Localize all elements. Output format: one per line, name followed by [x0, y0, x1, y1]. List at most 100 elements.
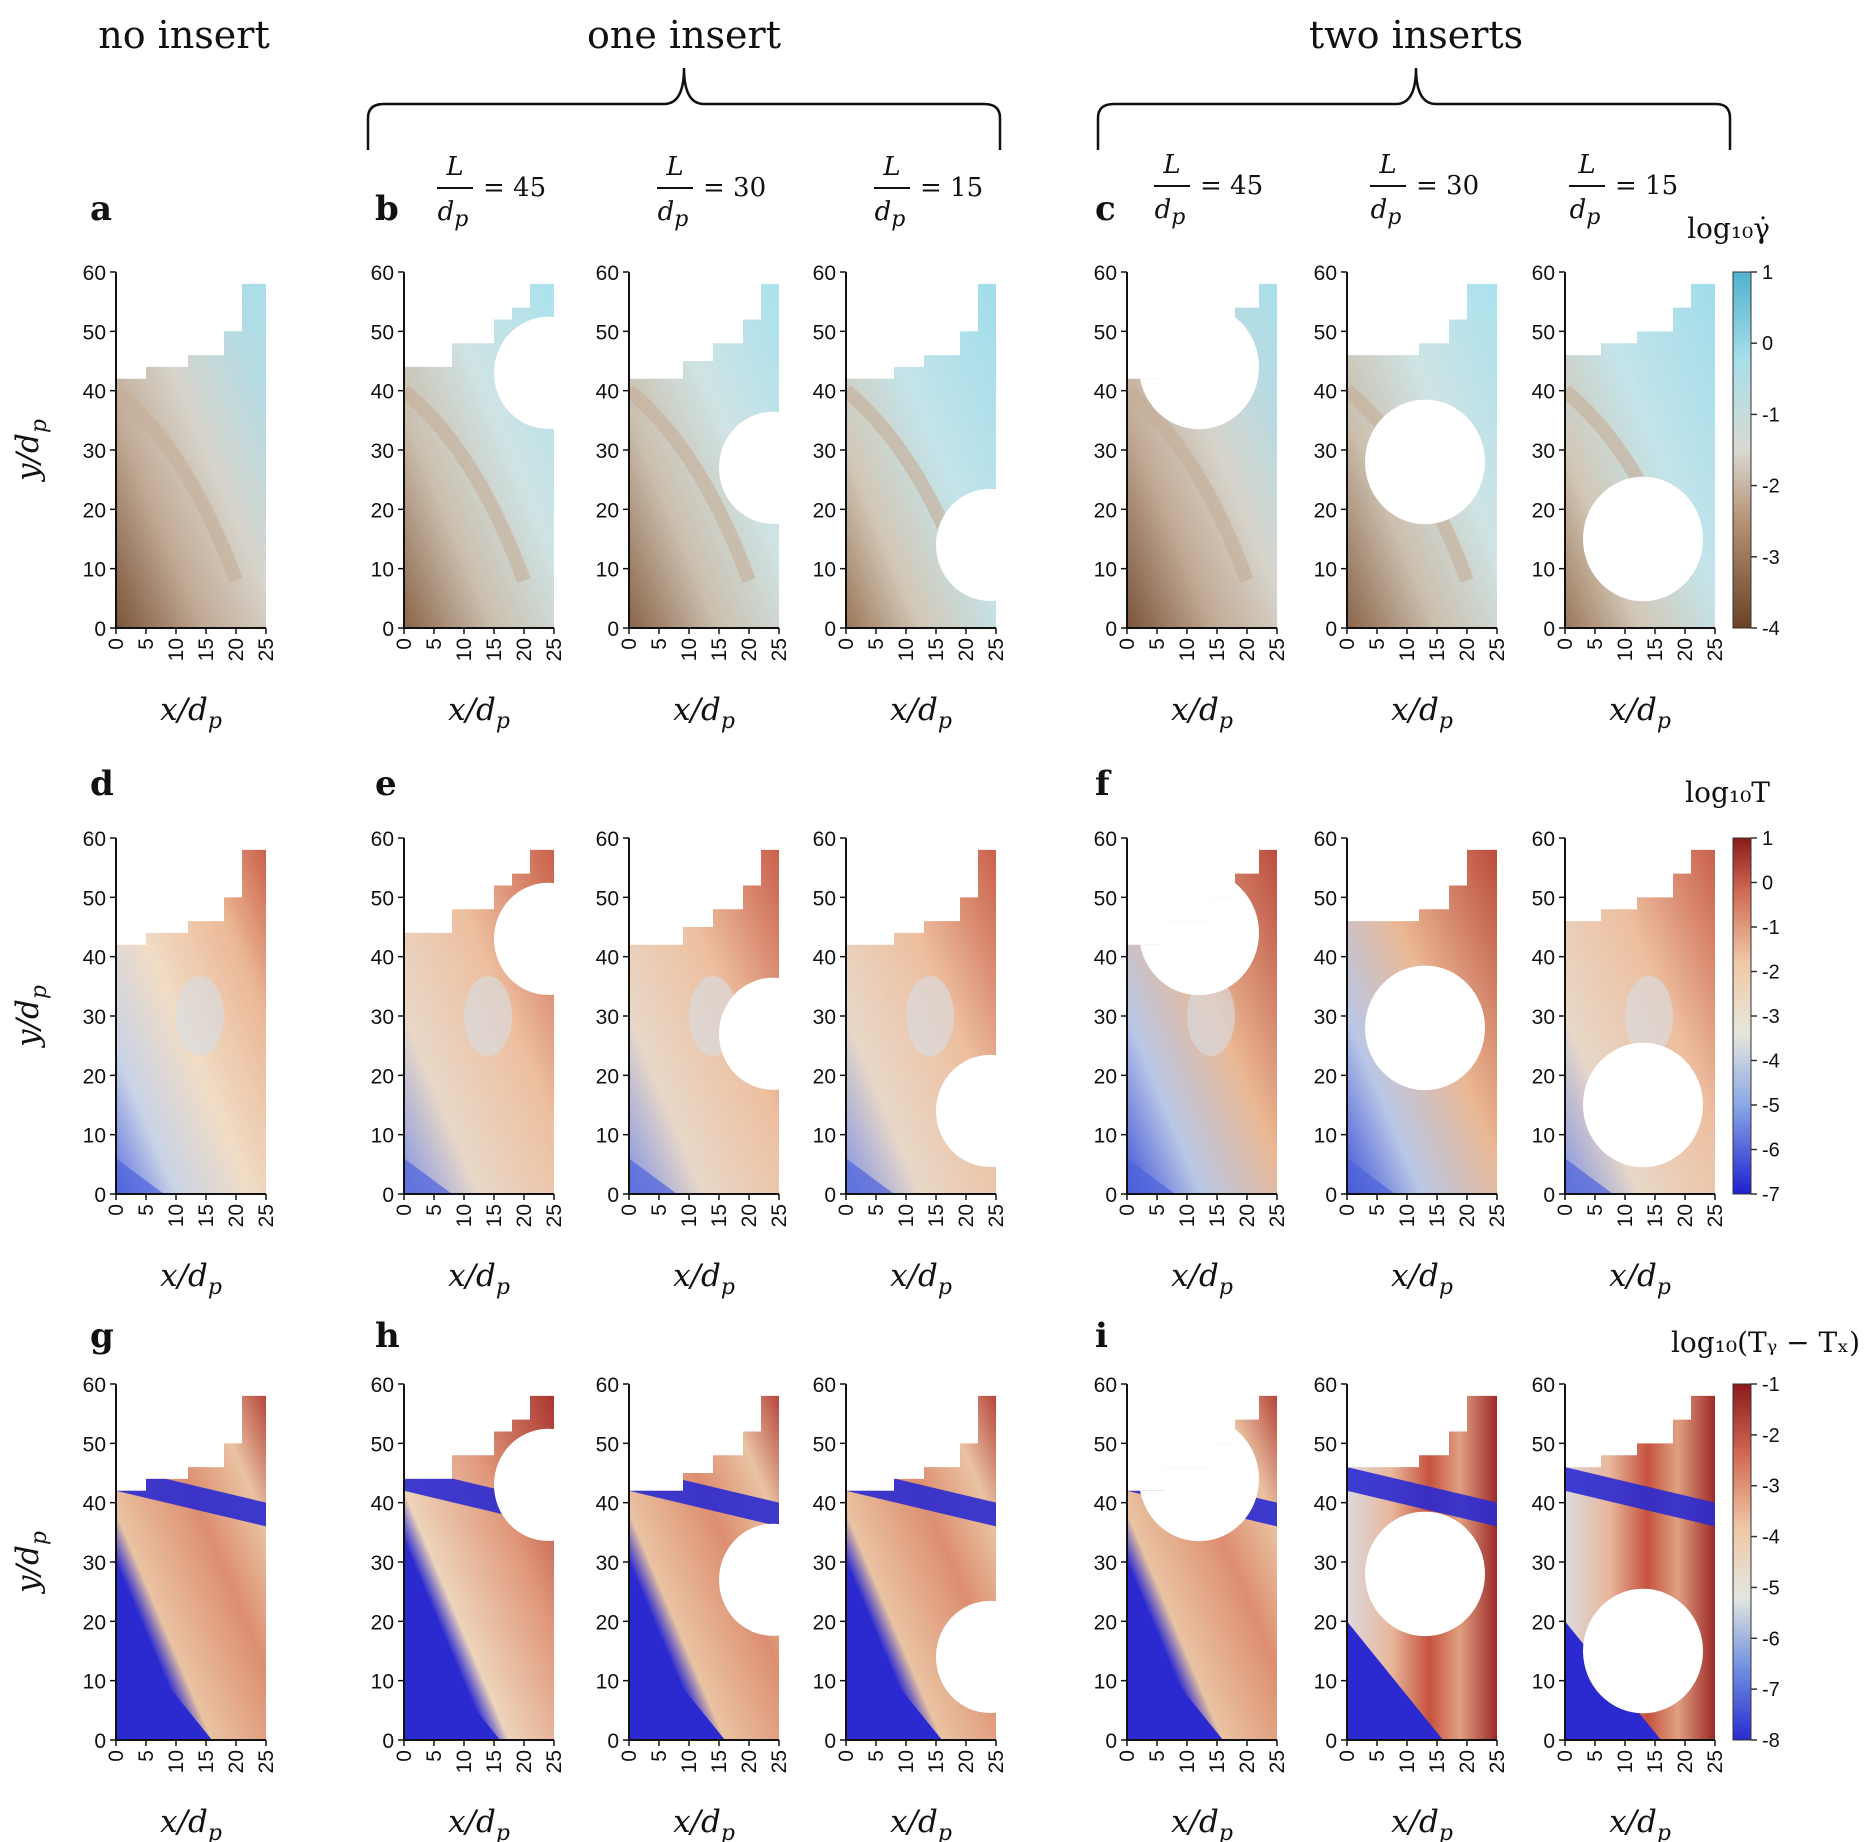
x-tick-label: 25	[1486, 1750, 1509, 1773]
x-tick-label: 20	[1236, 1750, 1259, 1773]
x-tick-label: 15	[1206, 1750, 1229, 1773]
x-tick-label: 10	[165, 638, 188, 661]
x-tick-label: 5	[1366, 638, 1389, 650]
ratio-value: = 45	[1200, 171, 1263, 201]
y-tick-label: 0	[382, 1730, 394, 1753]
x-tick-label: 5	[865, 1750, 888, 1762]
y-tick-label: 10	[1314, 1671, 1337, 1694]
x-tick-label: 15	[708, 1750, 731, 1773]
y-tick-label: 30	[371, 1006, 394, 1029]
x-tick-label: 0	[1554, 638, 1577, 650]
x-tick-label: 15	[925, 1750, 948, 1773]
x-tick-label: 25	[1266, 638, 1289, 661]
y-tick-label: 60	[371, 1374, 394, 1397]
y-tick-label: 20	[1532, 499, 1555, 522]
insert-circle	[494, 316, 554, 429]
x-tick-label: 25	[768, 1204, 791, 1227]
x-tick-label: 15	[195, 1750, 218, 1773]
x-tick-label: 10	[895, 1750, 918, 1773]
colorbar-tick-label: -4	[1762, 1051, 1780, 1073]
x-tick-label: 20	[513, 1204, 536, 1227]
x-tick-label: 0	[1336, 1750, 1359, 1762]
x-tick-label: 0	[835, 1750, 858, 1762]
y-tick-label: 30	[1094, 440, 1117, 463]
ratio-value: = 30	[703, 173, 766, 203]
x-tick-label: 5	[135, 1750, 158, 1762]
y-tick-label: 50	[1532, 887, 1555, 910]
x-tick-label: 10	[1396, 638, 1419, 661]
y-tick-label: 40	[1314, 381, 1337, 404]
panel-letter-b: b	[375, 189, 399, 229]
x-tick-label: 15	[1644, 1204, 1667, 1227]
y-tick-label: 60	[1532, 262, 1555, 285]
colorbar-diff: -1 -2 -3 -4 -5 -6 -7 -8	[1732, 1374, 1780, 1752]
y-tick-label: 30	[1532, 1006, 1555, 1029]
y-tick-label: 30	[1094, 1006, 1117, 1029]
y-tick-label: 0	[824, 1730, 836, 1753]
ratio-num: L	[1378, 150, 1396, 180]
y-tick-label: 60	[813, 828, 836, 851]
y-tick-label: 30	[596, 440, 619, 463]
x-tick-label: 10	[678, 1204, 701, 1227]
y-tick-label: 20	[1314, 1611, 1337, 1634]
colorbar-tick-label: -7	[1762, 1679, 1780, 1701]
x-tick-label: 15	[1644, 1750, 1667, 1773]
insert-circle	[719, 411, 779, 524]
insert-circle	[1365, 965, 1485, 1091]
y-tick-label: 0	[607, 618, 619, 641]
panel-letter-g: g	[90, 1316, 114, 1356]
panel-letter-a: a	[90, 189, 112, 229]
x-tick-label: 20	[1236, 638, 1259, 661]
y-tick-label: 10	[83, 559, 106, 582]
y-tick-label: 20	[371, 1611, 394, 1634]
x-tick-label: 20	[225, 1204, 248, 1227]
ratio-value: = 45	[483, 173, 546, 203]
x-tick-label: 20	[1236, 1204, 1259, 1227]
svg-text:dp: dp	[875, 197, 906, 232]
y-tick-label: 20	[1094, 1611, 1117, 1634]
x-axis-label: x/dp	[1171, 1804, 1233, 1842]
x-tick-label: 20	[1456, 638, 1479, 661]
x-axis-label: x/dp	[673, 692, 735, 734]
y-tick-label: 60	[371, 262, 394, 285]
y-tick-label: 20	[813, 1611, 836, 1634]
ratio-label-two-30: L dp = 30	[1370, 150, 1479, 230]
y-tick-label: 30	[1314, 440, 1337, 463]
ratio-value: = 15	[920, 173, 983, 203]
y-tick-label: 0	[94, 618, 106, 641]
y-axis-label: y/dp	[10, 985, 52, 1049]
ratio-label-two-45: L dp = 45	[1154, 150, 1263, 230]
ratio-den: d	[1570, 195, 1587, 225]
colorbar-tick-label: -3	[1762, 547, 1780, 569]
colorbar-title-T: log₁₀T	[1685, 776, 1770, 809]
x-tick-label: 10	[1614, 1204, 1637, 1227]
y-tick-label: 30	[83, 1006, 106, 1029]
y-tick-label: 50	[1094, 1433, 1117, 1456]
x-tick-label: 25	[768, 638, 791, 661]
y-tick-label: 10	[813, 559, 836, 582]
y-tick-label: 30	[83, 1552, 106, 1575]
y-tick-label: 30	[813, 1006, 836, 1029]
group-label-one-insert: one insert	[587, 13, 781, 57]
x-tick-label: 25	[1486, 638, 1509, 661]
ratio-value: = 30	[1416, 171, 1479, 201]
y-tick-label: 40	[1314, 947, 1337, 970]
svg-text:dp: dp	[1155, 195, 1186, 230]
y-tick-label: 50	[1314, 321, 1337, 344]
insert-circle	[936, 1600, 996, 1714]
y-tick-label: 10	[371, 1125, 394, 1148]
colorbar-tick-label: -8	[1762, 1730, 1780, 1752]
x-tick-label: 25	[255, 638, 278, 661]
x-tick-label: 15	[925, 1204, 948, 1227]
y-tick-label: 20	[371, 1065, 394, 1088]
x-tick-label: 25	[985, 638, 1008, 661]
x-tick-label: 5	[648, 1204, 671, 1216]
y-tick-label: 60	[1314, 262, 1337, 285]
y-tick-label: 30	[596, 1552, 619, 1575]
